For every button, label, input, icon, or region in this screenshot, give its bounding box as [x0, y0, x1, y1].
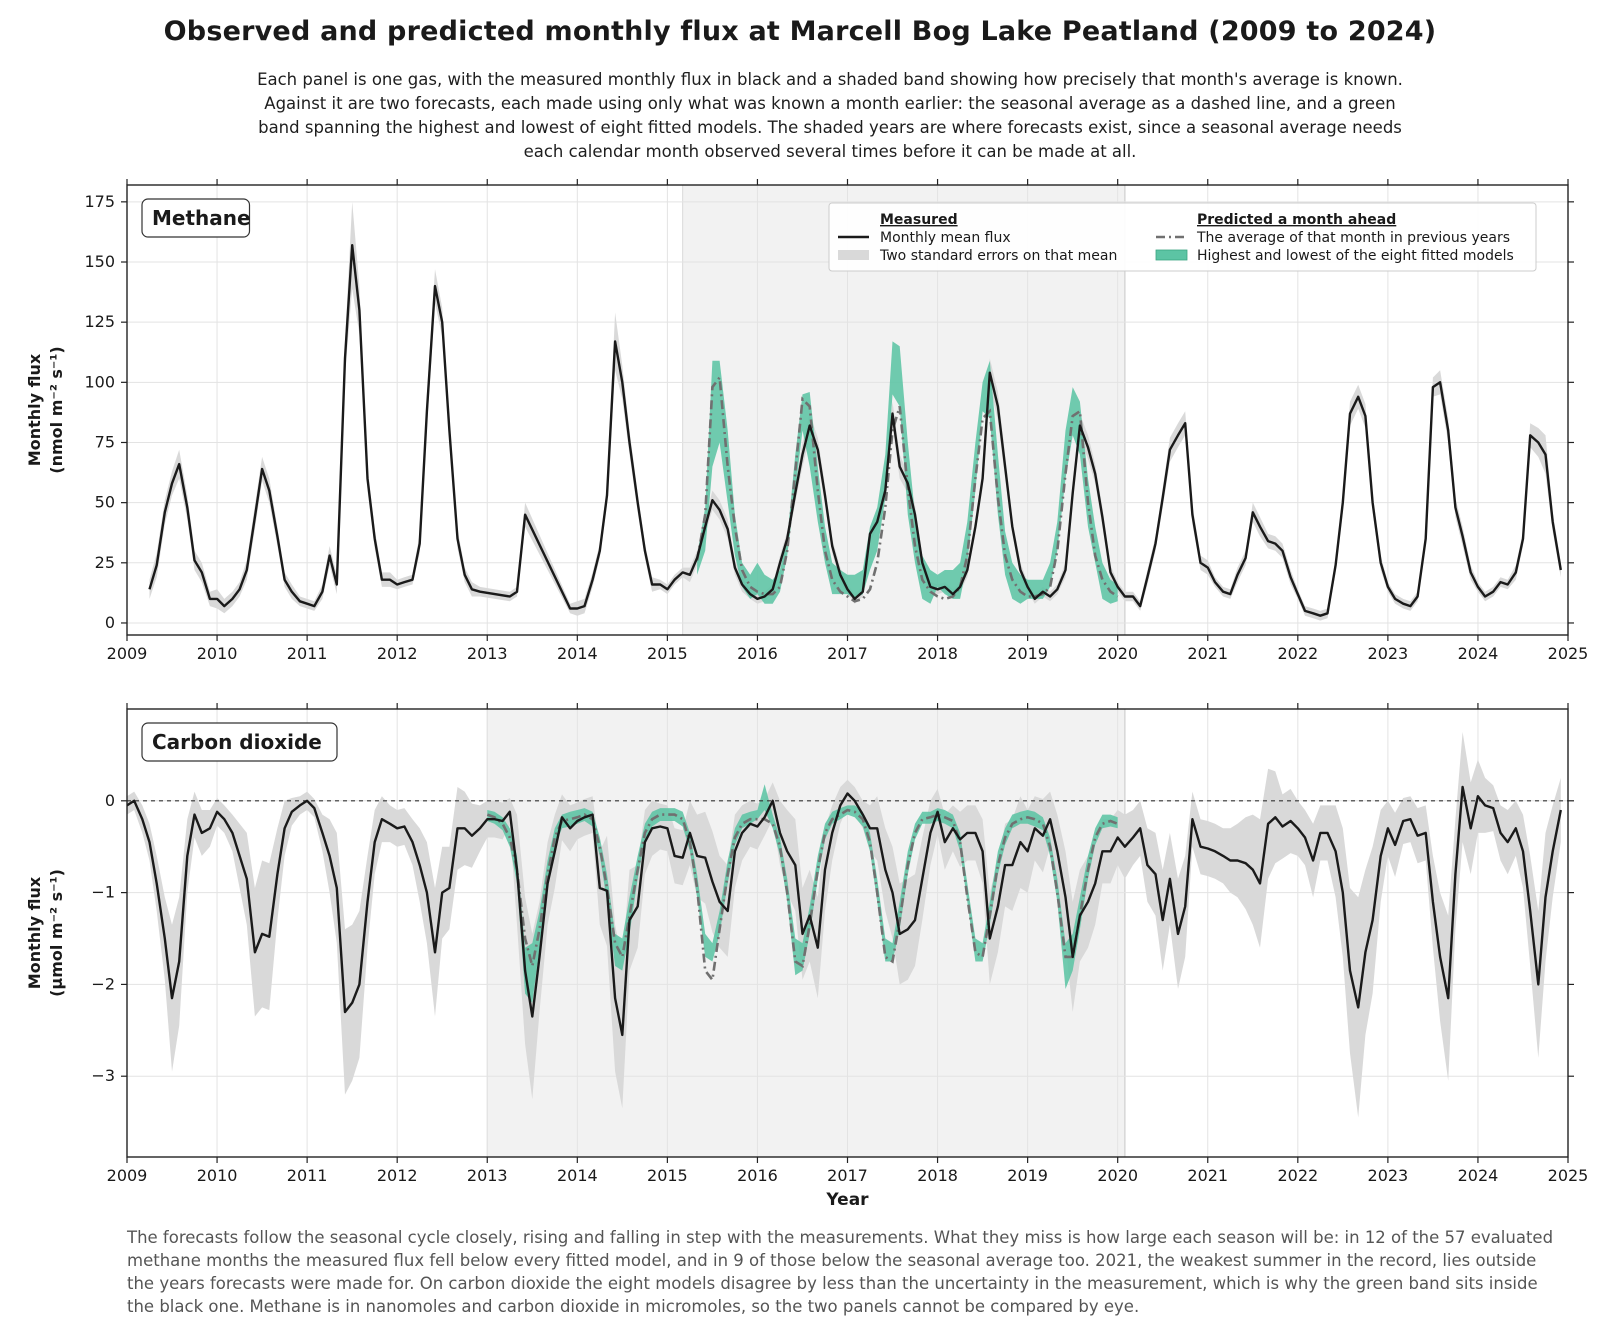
x-tick-label: 2014 [557, 644, 598, 663]
x-tick-label: 2010 [197, 1166, 238, 1185]
legend-models-swatch [1155, 249, 1188, 261]
legend-measured-header: Measured [880, 212, 958, 228]
y-tick-label: −3 [91, 1066, 115, 1085]
x-tick-label: 2009 [107, 644, 148, 663]
plot-area [148, 201, 1562, 621]
legend-se-swatch [838, 250, 869, 260]
legend: Measured Predicted a month ahead Monthly m… [828, 202, 1537, 272]
x-tick-label: 2019 [1007, 1166, 1048, 1185]
x-tick-label: 2021 [1187, 1166, 1228, 1185]
chart-subtitle: Each panel is one gas, with the measured… [257, 70, 1403, 161]
y-axis-unit-label: (μmol m⁻² s⁻¹) [47, 869, 66, 997]
y-tick-label: 75 [95, 432, 115, 451]
y-tick-label: −1 [91, 883, 115, 902]
legend-models-label: Highest and lowest of the eight fitted m… [1197, 248, 1514, 264]
measured-flux-line [148, 243, 1562, 617]
x-tick-label: 2013 [467, 644, 508, 663]
panel-title: Methane [152, 206, 251, 230]
x-tick-label: 2012 [377, 1166, 418, 1185]
panel-title: Carbon dioxide [152, 730, 322, 754]
x-tick-label: 2024 [1458, 644, 1499, 663]
y-axis-unit-label: (nmol m⁻² s⁻¹) [47, 346, 66, 473]
x-tick-label: 2018 [917, 644, 958, 663]
x-tick-label: 2019 [1007, 644, 1048, 663]
y-tick-label: 175 [84, 192, 115, 211]
x-tick-label: 2025 [1548, 644, 1589, 663]
x-tick-label: 2009 [107, 1166, 148, 1185]
x-tick-label: 2021 [1187, 644, 1228, 663]
x-tick-label: 2020 [1097, 644, 1138, 663]
x-tick-label: 2015 [647, 644, 688, 663]
legend-se-label: Two standard errors on that mean [879, 248, 1117, 264]
y-tick-label: 50 [95, 493, 115, 512]
standard-error-band [127, 732, 1561, 1118]
x-tick-label: 2013 [467, 1166, 508, 1185]
x-tick-label: 2020 [1097, 1166, 1138, 1185]
legend-mean-label: Monthly mean flux [880, 230, 1011, 246]
y-tick-label: 125 [84, 312, 115, 331]
x-tick-label: 2012 [377, 644, 418, 663]
x-tick-label: 2018 [917, 1166, 958, 1185]
x-tick-label: 2022 [1277, 644, 1318, 663]
methane-panel: 2009 2010 2011 2012 2013 2014 2015 2016 2017 2018… [25, 179, 1588, 663]
y-tick-label: 25 [95, 553, 115, 572]
x-tick-label: 2014 [557, 1166, 598, 1185]
measured-flux-line [127, 785, 1562, 1037]
x-axis-label: Year [825, 1190, 869, 1210]
plot-area [127, 732, 1568, 1118]
panel-title-box [141, 722, 338, 762]
x-tick-label: 2017 [827, 644, 868, 663]
x-tick-label: 2022 [1277, 1166, 1318, 1185]
x-tick-label: 2016 [737, 1166, 778, 1185]
x-tick-label: 2011 [287, 644, 328, 663]
x-tick-label: 2023 [1368, 644, 1409, 663]
x-tick-label: 2024 [1458, 1166, 1499, 1185]
x-tick-label: 2011 [287, 1166, 328, 1185]
carbon-dioxide-panel: 2009 2010 2011 2012 2013 2014 2015 2016 2017 2018… [25, 703, 1588, 1210]
x-tick-label: 2015 [647, 1166, 688, 1185]
y-tick-label: −2 [91, 974, 115, 993]
x-tick-label: 2010 [197, 644, 238, 663]
y-tick-label: 0 [105, 613, 115, 632]
y-axis-label: Monthly flux [25, 876, 44, 989]
panel-title-box [141, 198, 251, 238]
legend-predicted-header: Predicted a month ahead [1197, 212, 1396, 228]
chart-title: Observed and predicted monthly flux at M… [163, 16, 1437, 47]
x-tick-label: 2016 [737, 644, 778, 663]
x-tick-label: 2017 [827, 1166, 868, 1185]
chart-caption: The forecasts follow the seasonal cycle … [127, 1228, 1554, 1316]
y-tick-label: 0 [105, 791, 115, 810]
legend-seasonal-label: The average of that month in previous ye… [1196, 230, 1510, 246]
y-axis-label: Monthly flux [25, 353, 44, 466]
x-tick-label: 2025 [1548, 1166, 1589, 1185]
y-tick-label: 100 [84, 372, 115, 391]
x-tick-label: 2023 [1368, 1166, 1409, 1185]
y-tick-label: 150 [84, 252, 115, 271]
